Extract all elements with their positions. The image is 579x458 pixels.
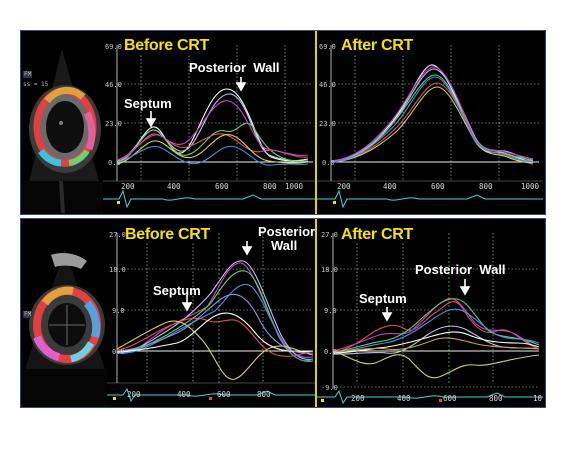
panel-b-echo-image <box>21 219 107 407</box>
panel-b-after-ytick: 9.0 <box>324 307 337 315</box>
panel-b-after-plot <box>317 233 543 405</box>
panel-a-before-xtick: 200 <box>121 182 135 191</box>
panel-b-before-xtick: 600 <box>217 390 231 399</box>
panel-b-before-plot <box>107 233 315 403</box>
panel-b-after-xtick: 400 <box>397 394 411 403</box>
panel-b-after-septum-label: Septum <box>359 291 407 306</box>
panel-b-divider <box>315 219 317 407</box>
panel-b-before-arrows <box>181 241 253 312</box>
panel-a-before-xtick: 800 <box>263 182 277 191</box>
panel-b-before-heading: Before CRT <box>123 226 213 243</box>
panel-a-divider <box>315 31 317 214</box>
panel-a-before-xtick: 400 <box>167 182 181 191</box>
panel-b-before-ytick: 0.0 <box>112 348 125 356</box>
panel-b-after-xtick: 200 <box>351 394 365 403</box>
panel-a-posterior-label: Posterior Wall <box>189 60 280 75</box>
panel-b-after-xtick: 10 <box>533 394 543 403</box>
panel-a-marker-fm: FM <box>23 71 33 78</box>
panel-a-after-xtick: 800 <box>479 182 493 191</box>
panel-b-after-posterior-label: Posterior Wall <box>415 262 506 277</box>
panel-a-after-xtick: 400 <box>383 182 397 191</box>
panel-b-after-ytick: 0.0 <box>324 348 337 356</box>
panel-b-after-ytick: 27.0 <box>321 231 338 239</box>
panel-b-before-septum-label: Septum <box>153 283 201 298</box>
panel-b-marker-fm: FM <box>23 311 33 318</box>
panel-a-arrows <box>145 77 247 128</box>
panel-b-before-ytick: 27.0 <box>109 231 126 239</box>
panel-a-marker-ss: ss = 15 <box>23 81 49 88</box>
panel-a-before-xtick: 600 <box>215 182 229 191</box>
panel-b: B FM <box>20 218 546 408</box>
panel-a-before-ytick: 23.0 <box>105 120 122 128</box>
panel-a-after-xtick: 600 <box>431 182 445 191</box>
panel-a-after-heading: After CRT <box>339 37 415 54</box>
panel-a-septum-label: Septum <box>124 96 172 111</box>
panel-a-after-ytick: 23.0 <box>319 120 336 128</box>
panel-b-before-posterior-label-1: Posterior <box>258 224 316 239</box>
panel-a-before-ytick: 69.0 <box>105 43 122 51</box>
panel-b-after-ytick: 18.0 <box>321 266 338 274</box>
panel-b-after-heading: After CRT <box>339 226 415 243</box>
panel-b-after-arrows <box>381 279 471 322</box>
panel-b-before-xtick: 800 <box>257 390 271 399</box>
panel-a-after-ytick: 46.0 <box>319 81 336 89</box>
panel-b-after-ytick: -9.0 <box>321 384 338 392</box>
panel-a-after-xtick: 200 <box>337 182 351 191</box>
panel-a-before-ytick: 0.0 <box>108 159 121 167</box>
panel-a-before-heading: Before CRT <box>122 37 212 54</box>
panel-b-before-ytick: 18.0 <box>109 266 126 274</box>
panel-b-before-xtick: 400 <box>177 390 191 399</box>
panel-b-after-xtick: 600 <box>443 394 457 403</box>
panel-a: A FM ss = 15 <box>20 30 546 215</box>
panel-b-after-xtick: 800 <box>489 394 503 403</box>
panel-a-before-plot <box>103 45 315 209</box>
panel-a-before-xtick: 1000 <box>285 182 304 191</box>
panel-b-before-posterior-label-2: Wall <box>271 238 298 253</box>
panel-a-before-ytick: 46.0 <box>105 81 122 89</box>
panel-a-echo-image <box>21 31 103 214</box>
panel-b-before-ytick: 9.0 <box>112 307 125 315</box>
panel-a-after-xtick: 1000 <box>521 182 540 191</box>
panel-b-before-xtick: 200 <box>127 390 141 399</box>
panel-a-after-plot <box>317 45 543 209</box>
panel-a-after-ytick: 69.0 <box>319 43 336 51</box>
panel-a-after-ytick: 0.0 <box>322 159 335 167</box>
